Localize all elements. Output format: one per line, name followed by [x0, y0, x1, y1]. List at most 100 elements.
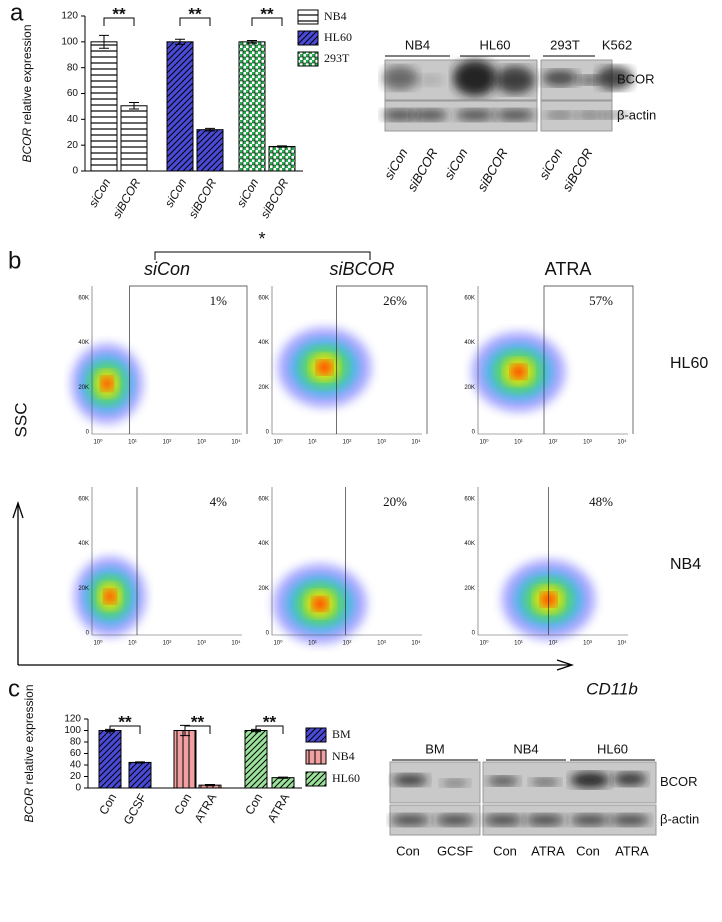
blot-group-label: 293T [550, 37, 580, 52]
y-tick-label: 60K [258, 497, 269, 503]
bar [120, 105, 148, 172]
lane-label: GCSF [437, 843, 473, 858]
plot-axes [477, 487, 628, 636]
bar [196, 129, 224, 172]
significance-label: ** [112, 4, 126, 23]
legend-label: NB4 [324, 9, 347, 23]
bar [128, 761, 152, 789]
y-tick-label: 40K [464, 541, 475, 547]
x-tick-label: 10² [163, 440, 172, 446]
legend-swatch [297, 51, 319, 67]
blot-band [441, 779, 469, 787]
y-tick-label: 0 [472, 631, 476, 637]
x-tick-label: 10⁰ [93, 640, 103, 647]
legend-label: BM [332, 727, 351, 741]
blot-band [577, 75, 603, 85]
blot-band [483, 814, 523, 826]
gate [543, 285, 634, 434]
significance-bracket [154, 251, 371, 260]
x-tick-label: 10⁰ [93, 439, 103, 446]
y-tick-label: 80 [67, 62, 79, 73]
lane-label: siCon [536, 146, 566, 182]
panel-label: a [10, 0, 24, 26]
x-tick-label: 10¹ [128, 440, 137, 446]
y-tick-label: 20K [258, 385, 269, 391]
error-bar [205, 127, 215, 132]
x-tick-label: 10² [549, 440, 558, 446]
bar [173, 730, 197, 789]
error-bar [135, 761, 145, 764]
x-tick-label: 10¹ [128, 641, 137, 647]
significance-bracket [179, 17, 211, 26]
y-tick-label: 40K [258, 541, 269, 547]
gate [129, 285, 248, 434]
row-label: NB4 [670, 556, 701, 573]
plot-axes [91, 487, 242, 636]
blot-band [495, 109, 535, 121]
x-tick-label: 10⁰ [479, 439, 489, 446]
density-cloud [316, 360, 333, 375]
blot-band [455, 109, 495, 121]
bar [238, 41, 266, 172]
blot-band [576, 111, 604, 119]
significance-label: ** [260, 4, 274, 23]
significance-bracket [103, 17, 135, 26]
blot-band [610, 814, 650, 826]
lane-label: Con [493, 843, 517, 858]
x-tick-label: Con [96, 791, 119, 817]
y-tick-label: 20K [464, 385, 475, 391]
plot-axes [271, 286, 422, 435]
x-tick-label: 10² [343, 641, 352, 647]
y-tick-label: 20K [78, 385, 89, 391]
blot-band [382, 66, 418, 90]
y-tick-label: 60K [258, 296, 269, 302]
significance-label: ** [188, 4, 202, 23]
blot-row-label: β-actin [617, 107, 656, 122]
x-tick-label: 10³ [583, 440, 592, 446]
blot-band [542, 70, 578, 86]
y-tick-label: 20 [67, 140, 79, 151]
y-tick-label: 60K [464, 497, 475, 503]
blot-group-label: NB4 [405, 37, 430, 52]
blot-band [525, 814, 565, 826]
significance-bracket [109, 725, 141, 734]
gate [336, 285, 428, 434]
lane-label: Con [576, 843, 600, 858]
x-axis-label: CD11b [586, 679, 638, 698]
lane-label: siBCOR [474, 146, 510, 194]
y-tick-label: 40 [70, 760, 82, 771]
legend-label: HL60 [324, 30, 352, 44]
column-title: siCon [144, 259, 190, 279]
x-tick-label: ATRA [192, 791, 220, 825]
legend-label: 293T [324, 51, 350, 65]
blot-group-label: HL60 [479, 37, 510, 52]
y-tick-label: 20K [464, 586, 475, 592]
x-tick-label: 10² [343, 440, 352, 446]
x-tick-label: 10³ [583, 641, 592, 647]
row-label: HL60 [670, 355, 708, 372]
density-cloud [510, 364, 527, 379]
y-tick-label: 60K [78, 296, 89, 302]
bar [268, 145, 296, 172]
blot-group-label: HL60 [597, 741, 628, 756]
y-tick-label: 20 [70, 771, 82, 782]
y-tick-label: 0 [86, 631, 90, 637]
blot-band [530, 778, 560, 786]
x-tick-label: siBCOR [186, 176, 220, 221]
y-tick-label: 60K [78, 497, 89, 503]
density-cloud [104, 589, 116, 604]
y-tick-label: 40K [258, 340, 269, 346]
x-tick-label: 10⁴ [411, 640, 421, 647]
x-tick-label: 10² [549, 641, 558, 647]
legend-label: NB4 [332, 749, 355, 763]
gate-percent: 1% [210, 293, 228, 308]
x-tick-label: 10⁴ [617, 640, 627, 647]
x-tick-label: siBCOR [258, 176, 292, 221]
blot-band [601, 111, 629, 119]
y-tick-label: 40K [78, 340, 89, 346]
blot-group-label: K562 [602, 37, 632, 52]
x-tick-label: 10⁰ [273, 439, 283, 446]
y-tick-label: 0 [472, 430, 476, 436]
density-cloud [312, 596, 328, 611]
y-tick-label: 0 [86, 430, 90, 436]
